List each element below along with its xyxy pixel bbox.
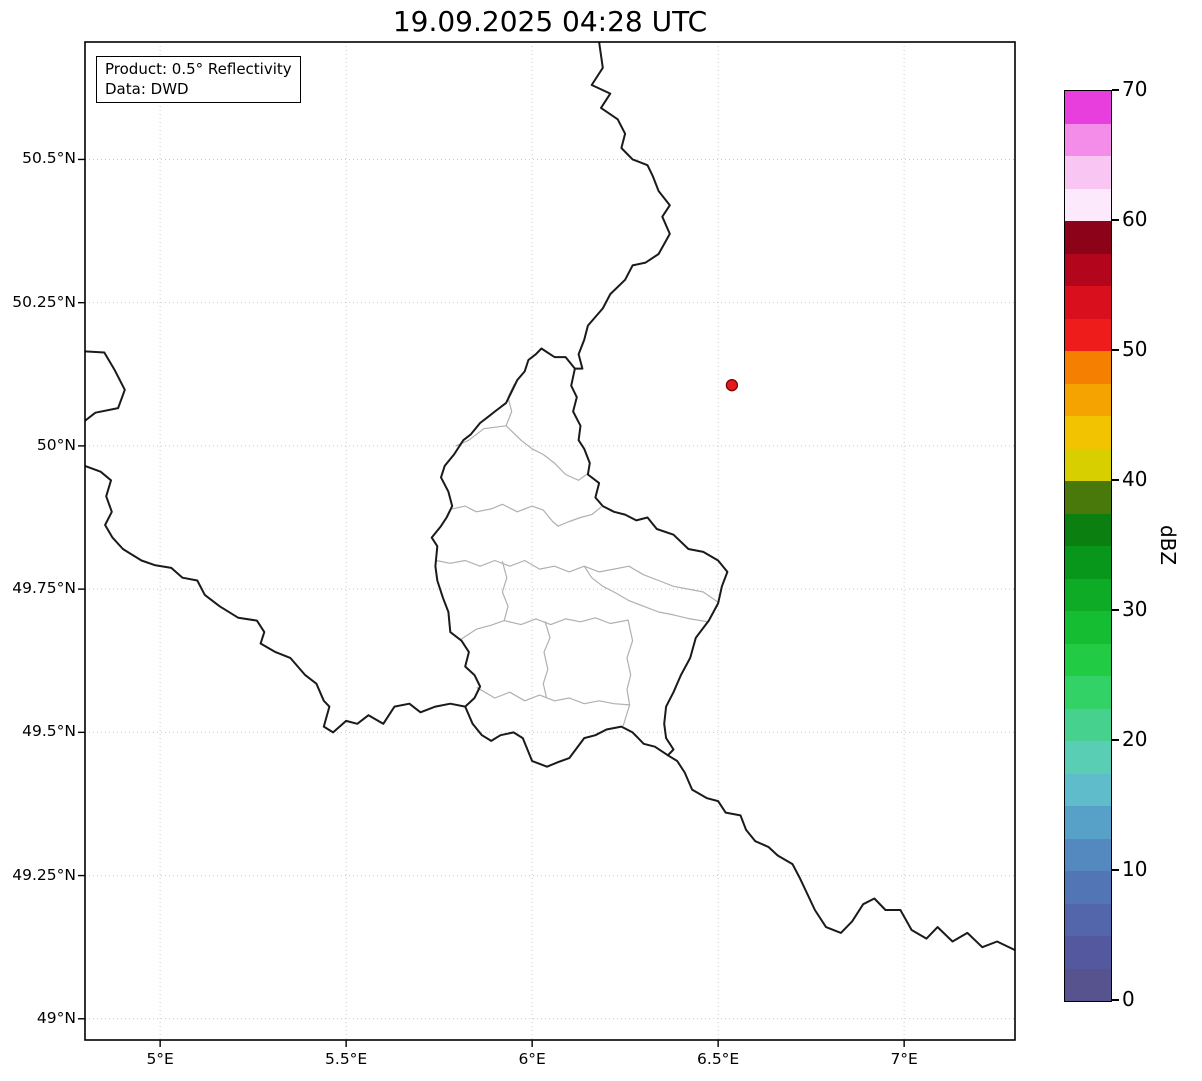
colorbar-segment <box>1065 91 1111 124</box>
colorbar-segment <box>1065 383 1111 416</box>
colorbar-segment <box>1065 156 1111 189</box>
x-tick-label: 6.5°E <box>697 1050 740 1068</box>
colorbar-tick-mark <box>1112 479 1119 481</box>
colorbar-segment <box>1065 188 1111 221</box>
radar-site-marker <box>725 379 739 392</box>
x-tick-label: 5°E <box>146 1050 174 1068</box>
canton-border <box>435 559 718 603</box>
colorbar-segment <box>1065 123 1111 156</box>
luxembourg-border <box>430 347 729 768</box>
axis-tick-marks <box>78 158 905 1047</box>
colorbar-tick-mark <box>1112 609 1119 611</box>
belgium-germany-border <box>573 42 671 370</box>
colorbar-segment <box>1065 806 1111 839</box>
canton-border <box>451 503 559 527</box>
france-germany-border <box>666 754 1015 952</box>
colorbar-segment <box>1065 286 1111 319</box>
product-annotation-box: Product: 0.5° Reflectivity Data: DWD <box>96 56 301 103</box>
canton-border <box>542 621 551 698</box>
canton-border <box>455 425 589 481</box>
y-tick-label: 50°N <box>36 435 76 454</box>
y-tick-label: 50.5°N <box>22 149 76 168</box>
colorbar-segment <box>1065 416 1111 449</box>
x-tick-label: 5.5°E <box>325 1050 368 1068</box>
colorbar-segment <box>1065 448 1111 481</box>
product-annotation-line1: Product: 0.5° Reflectivity <box>105 60 292 78</box>
canton-border <box>460 617 629 640</box>
colorbar-tick-mark <box>1112 999 1119 1001</box>
colorbar-tick-label: 30 <box>1122 597 1148 621</box>
colorbar-tick-mark <box>1112 349 1119 351</box>
colorbar-tick-label: 40 <box>1122 467 1148 491</box>
colorbar-segment <box>1065 318 1111 351</box>
colorbar-tick-label: 50 <box>1122 337 1148 361</box>
colorbar-segment <box>1065 936 1111 969</box>
y-tick-label: 50.25°N <box>12 292 76 311</box>
colorbar-tick-mark <box>1112 739 1119 741</box>
colorbar-segment <box>1065 546 1111 579</box>
colorbar-tick-mark <box>1112 219 1119 221</box>
x-tick-label: 6°E <box>518 1050 546 1068</box>
colorbar-segment <box>1065 481 1111 514</box>
colorbar-tick-label: 10 <box>1122 857 1148 881</box>
canton-border <box>557 506 602 527</box>
plot-frame <box>84 41 1016 1041</box>
colorbar-tick-label: 60 <box>1122 207 1148 231</box>
colorbar-label: dBZ <box>1156 524 1180 566</box>
colorbar-segment <box>1065 773 1111 806</box>
colorbar-segment <box>1065 676 1111 709</box>
colorbar-segment <box>1065 611 1111 644</box>
colorbar-tick-mark <box>1112 869 1119 871</box>
canton-border <box>501 561 509 622</box>
y-tick-label: 49.5°N <box>22 722 76 741</box>
colorbar-segment <box>1065 708 1111 741</box>
x-tick-label: 7°E <box>890 1050 918 1068</box>
colorbar-segment <box>1065 643 1111 676</box>
colorbar-tick-mark <box>1112 89 1119 91</box>
colorbar-segment <box>1065 968 1111 1001</box>
gridlines <box>85 42 1015 1040</box>
colorbar-segment <box>1065 838 1111 871</box>
france-belgium-border <box>85 464 467 734</box>
canton-border <box>583 565 709 623</box>
colorbar-segment <box>1065 903 1111 936</box>
colorbar-segment <box>1065 871 1111 904</box>
colorbar-segment <box>1065 221 1111 254</box>
product-annotation-line2: Data: DWD <box>105 79 189 98</box>
colorbar-tick-label: 20 <box>1122 727 1148 751</box>
colorbar <box>1064 90 1112 1002</box>
plot-title: 19.09.2025 04:28 UTC <box>392 5 708 38</box>
colorbar-segment <box>1065 741 1111 774</box>
y-tick-label: 49.25°N <box>12 865 76 884</box>
colorbar-segment <box>1065 351 1111 384</box>
colorbar-segment <box>1065 253 1111 286</box>
colorbar-segment <box>1065 513 1111 546</box>
colorbar-segment <box>1065 578 1111 611</box>
colorbar-tick-label: 0 <box>1122 987 1135 1011</box>
givet-salient-border <box>85 350 126 422</box>
colorbar-tick-label: 70 <box>1122 77 1148 101</box>
y-tick-label: 49.75°N <box>12 579 76 598</box>
canton-border <box>476 687 631 706</box>
canton-border <box>622 619 634 727</box>
y-tick-label: 49°N <box>36 1008 76 1027</box>
